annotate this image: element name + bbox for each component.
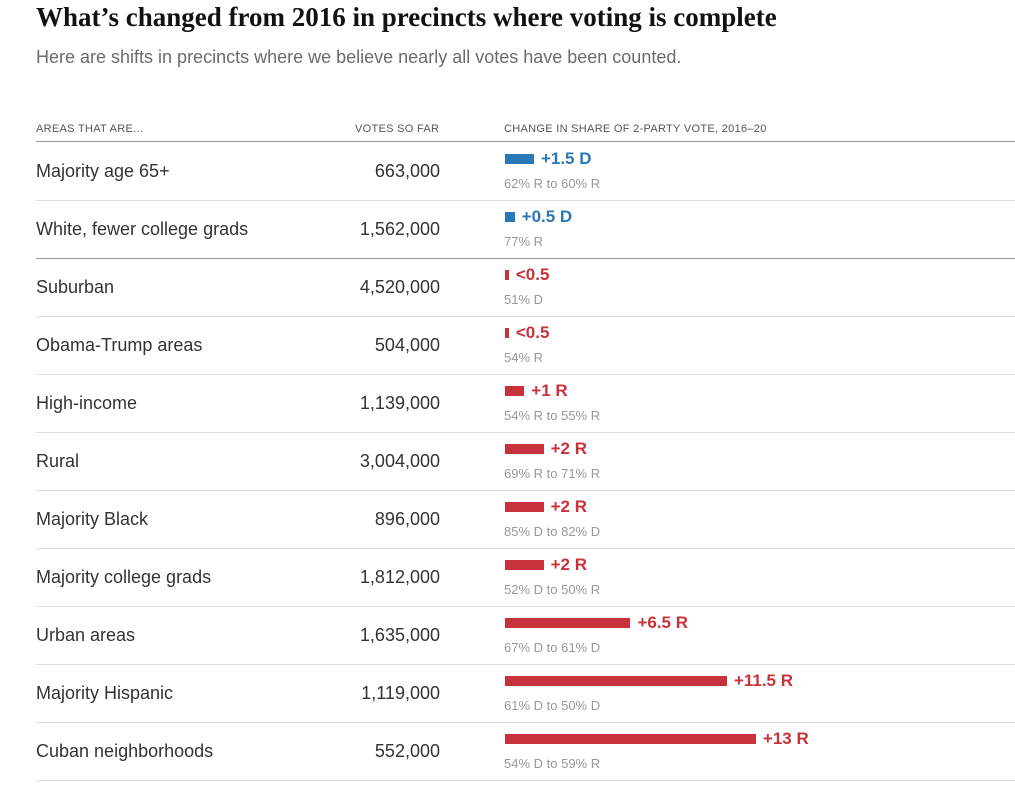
share-detail: 54% D to 59% R [504, 756, 601, 771]
votes-count: 552,000 [374, 741, 440, 761]
share-detail: 67% D to 61% D [504, 640, 601, 655]
column-header: AREAS THAT ARE... [36, 123, 144, 135]
shift-bar [505, 502, 544, 512]
votes-count: 896,000 [374, 509, 440, 529]
table-row: Urban areas 1,635,000 +6.5 R 67% D to 61% D [36, 606, 1015, 665]
votes-count: 504,000 [374, 335, 440, 355]
shift-label: +13 R [762, 729, 809, 748]
column-header: VOTES SO FAR [355, 123, 440, 135]
shift-bar [505, 734, 756, 744]
votes-count: 1,562,000 [359, 219, 440, 239]
shift-label: +6.5 R [637, 613, 688, 632]
shift-label: +2 R [550, 555, 587, 574]
area-label: Majority college grads [36, 567, 212, 587]
table-row: Rural 3,004,000 +2 R 69% R to 71% R [36, 432, 1015, 491]
header-rule [36, 141, 1015, 142]
shift-bar [505, 328, 509, 338]
shift-label: +11.5 R [733, 671, 794, 690]
share-detail: 85% D to 82% D [504, 524, 601, 539]
table-row: Majority college grads 1,812,000 +2 R 52% D… [36, 548, 1015, 607]
area-label: Majority Black [36, 509, 149, 529]
shift-bar [505, 212, 515, 222]
column-header: CHANGE IN SHARE OF 2-PARTY VOTE, 2016–20 [504, 123, 767, 135]
area-label: Obama-Trump areas [36, 335, 203, 355]
area-label: White, fewer college grads [36, 219, 249, 239]
shift-label: +0.5 D [521, 207, 573, 226]
shift-bar [505, 618, 631, 628]
votes-count: 1,635,000 [359, 625, 440, 645]
area-label: Urban areas [36, 625, 136, 645]
shift-bar [505, 386, 525, 396]
shift-bar [505, 676, 727, 686]
share-detail: 54% R to 55% R [504, 408, 601, 423]
share-detail: 54% R [504, 350, 544, 365]
share-detail: 62% R to 60% R [504, 176, 601, 191]
share-detail: 61% D to 50% D [504, 698, 601, 713]
table-row: Cuban neighborhoods 552,000 +13 R 54% D to … [36, 722, 1015, 781]
subtitle: Here are shifts in precincts where we be… [36, 47, 682, 67]
votes-count: 1,812,000 [359, 567, 440, 587]
shift-bar [505, 560, 544, 570]
share-detail: 51% D [504, 292, 544, 307]
area-label: Rural [36, 451, 80, 471]
shift-label: +2 R [550, 497, 587, 516]
shift-label: +1.5 D [540, 149, 592, 168]
table-row: High-income 1,139,000 +1 R 54% R to 55% R [36, 374, 1015, 433]
votes-count: 1,119,000 [361, 683, 440, 703]
shift-bar [505, 444, 544, 454]
area-label: Cuban neighborhoods [36, 741, 214, 761]
votes-count: 1,139,000 [359, 393, 440, 413]
votes-count: 4,520,000 [359, 277, 440, 297]
shift-bar [505, 154, 534, 164]
shift-label: +1 R [531, 381, 568, 400]
area-label: Majority age 65+ [36, 161, 170, 181]
shift-label: +2 R [550, 439, 587, 458]
table-row: White, fewer college grads 1,562,000 +0.5 … [36, 200, 1015, 259]
table-row: Majority Hispanic 1,119,000 +11.5 R 61% D t… [36, 664, 1015, 723]
share-detail: 52% D to 50% R [504, 582, 601, 597]
table-row: Suburban 4,520,000 <0.5 51% D [36, 258, 1015, 317]
votes-count: 663,000 [374, 161, 440, 181]
area-label: Majority Hispanic [36, 683, 174, 703]
table-row: Obama-Trump areas 504,000 <0.5 54% R [36, 316, 1015, 375]
area-label: High-income [36, 393, 138, 413]
share-detail: 77% R [504, 234, 544, 249]
share-detail: 69% R to 71% R [504, 466, 601, 481]
shift-label: <0.5 [515, 323, 550, 342]
table-row: Majority age 65+ 663,000 +1.5 D 62% R to 60… [36, 142, 1015, 201]
table-row: Majority Black 896,000 +2 R 85% D to 82% D [36, 490, 1015, 549]
area-label: Suburban [36, 277, 115, 297]
votes-count: 3,004,000 [359, 451, 440, 471]
title: What’s changed from 2016 in precincts wh… [36, 2, 777, 32]
shift-label: <0.5 [515, 265, 550, 284]
shift-bar [505, 270, 509, 280]
